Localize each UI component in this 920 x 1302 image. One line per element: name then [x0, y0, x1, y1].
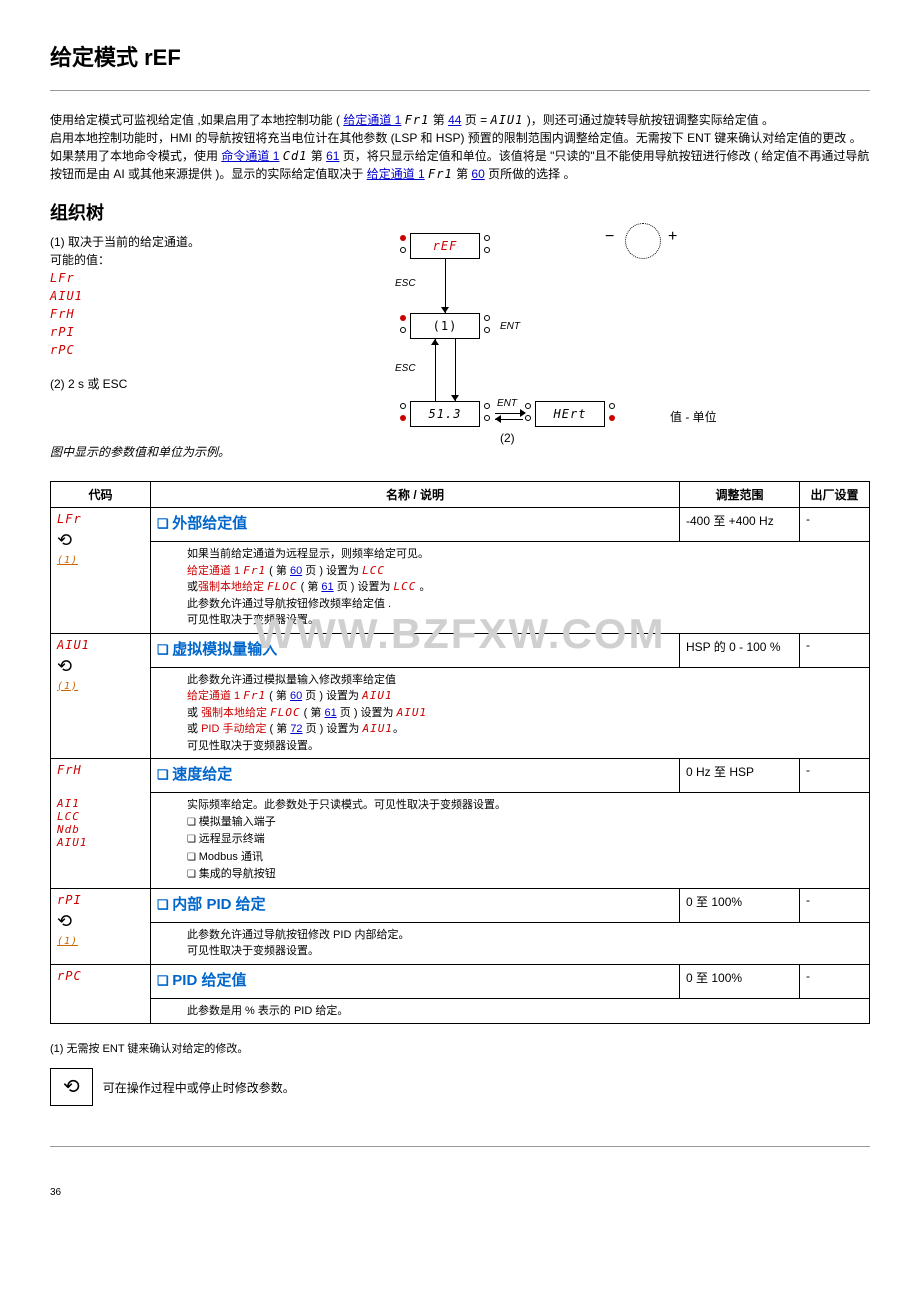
desc-cell: 如果当前给定通道为远程显示，则频率给定可见。给定通道 1 Fr1 ( 第 60 … [151, 542, 870, 634]
text: 第 [311, 149, 326, 163]
param-name-cell: 外部给定值 [151, 508, 680, 542]
link-ref-channel1b[interactable]: 给定通道 1 [367, 167, 425, 181]
code-cell: LFr⟲(1) [51, 508, 151, 634]
code-cell: FrHAI1LCCNdbAIU1 [51, 759, 151, 889]
th-code: 代码 [51, 482, 151, 508]
code-frh: FrH [50, 305, 310, 323]
dial-plus: + [668, 228, 677, 246]
note-line-3: (2) 2 s 或 ESC [50, 375, 310, 393]
note-line-1: (1) 取决于当前的给定通道。 [50, 233, 310, 251]
factory-cell: - [800, 633, 870, 667]
param-name-cell: 内部 PID 给定 [151, 888, 680, 922]
code-segment: Fr1 [405, 113, 430, 127]
text: )，则还可通过旋转导航按钮调整实际给定值 。 [527, 113, 774, 127]
link-page-61[interactable]: 61 [326, 149, 339, 163]
desc-cell: 此参数允许通过导航按钮修改 PID 内部给定。可见性取决于变频器设置。 [151, 922, 870, 964]
note-line-2: 可能的值： [50, 251, 310, 269]
code-cell: rPI⟲(1) [51, 888, 151, 964]
ent-label-2: ENT [497, 398, 517, 409]
code-segment: Fr1 [428, 167, 453, 181]
code-rpc: rPC [50, 341, 310, 359]
esc-label-2: ESC [395, 363, 416, 374]
bottom-divider [50, 1146, 870, 1147]
factory-cell: - [800, 508, 870, 542]
dial-minus: − [605, 228, 614, 246]
diag-box-value: 51.3 [410, 401, 480, 427]
text: 使用给定模式可监视给定值 ,如果启用了本地控制功能 ( [50, 113, 343, 127]
code-segment: Cd1 [283, 149, 308, 163]
factory-cell: - [800, 888, 870, 922]
param-name-cell: PID 给定值 [151, 964, 680, 998]
text: 启用本地控制功能时，HMI 的导航按钮将充当电位计在其他参数 (LSP 和 HS… [50, 131, 862, 145]
tree-note: 图中显示的参数值和单位为示例。 [50, 443, 310, 461]
th-name: 名称 / 说明 [151, 482, 680, 508]
factory-cell: - [800, 759, 870, 793]
box-unit-label: HErt [554, 407, 587, 421]
tree-left-column: (1) 取决于当前的给定通道。 可能的值： LFr AIU1 FrH rPI r… [50, 233, 310, 461]
th-range: 调整范围 [680, 482, 800, 508]
text: 如果禁用了本地命令模式，使用 [50, 149, 218, 163]
link-page-44[interactable]: 44 [448, 113, 461, 127]
code-aiu1: AIU1 [50, 287, 310, 305]
diagram: rEF − + ESC (1) ENT ESC 51.3 [350, 233, 870, 453]
range-cell: 0 Hz 至 HSP [680, 759, 800, 793]
desc-cell: 此参数是用 % 表示的 PID 给定。 [151, 998, 870, 1024]
range-cell: HSP 的 0 - 100 % [680, 633, 800, 667]
param-name-cell: 速度给定 [151, 759, 680, 793]
text: 页所做的选择 。 [488, 167, 575, 181]
text: 第 [456, 167, 471, 181]
diag-box-1: (1) [410, 313, 480, 339]
box-ref-label: rEF [433, 239, 458, 253]
paren-2: (2) [500, 431, 515, 445]
range-cell: 0 至 100% [680, 964, 800, 998]
param-name-cell: 虚拟模拟量输入 [151, 633, 680, 667]
param-table: 代码 名称 / 说明 调整范围 出厂设置 LFr⟲(1)外部给定值-400 至 … [50, 481, 870, 1024]
code-lfr: LFr [50, 269, 310, 287]
tree-area: (1) 取决于当前的给定通道。 可能的值： LFr AIU1 FrH rPI r… [50, 233, 870, 461]
th-factory: 出厂设置 [800, 482, 870, 508]
code-cell: rPC [51, 964, 151, 1024]
range-cell: 0 至 100% [680, 888, 800, 922]
link-ref-channel1[interactable]: 给定通道 1 [343, 113, 401, 127]
code-segment: AIU1 [490, 113, 523, 127]
value-unit-label: 值 - 单位 [670, 408, 717, 425]
range-cell: -400 至 +400 Hz [680, 508, 800, 542]
ent-label-1: ENT [500, 321, 520, 332]
box-value-label: 51.3 [429, 407, 462, 421]
link-cmd-channel1[interactable]: 命令通道 1 [221, 149, 279, 163]
diag-box-ref: rEF [410, 233, 480, 259]
esc-label-1: ESC [395, 278, 416, 289]
desc-cell: 实际频率给定。此参数处于只读模式。可见性取决于变频器设置。模拟量输入端子远程显示… [151, 793, 870, 889]
footnote: (1) 无需按 ENT 键来确认对给定的修改。 [50, 1040, 870, 1056]
legend-row: ⟲ 可在操作过程中或停止时修改参数。 [50, 1068, 870, 1106]
legend-text: 可在操作过程中或停止时修改参数。 [103, 1079, 295, 1096]
box-1-label: (1) [433, 319, 458, 333]
code-cell: AIU1⟲(1) [51, 633, 151, 759]
legend-icon: ⟲ [50, 1068, 93, 1106]
factory-cell: - [800, 964, 870, 998]
page-number: 36 [50, 1187, 870, 1198]
divider [50, 90, 870, 91]
diag-box-unit: HErt [535, 401, 605, 427]
code-rpi: rPI [50, 323, 310, 341]
intro-paragraph: 使用给定模式可监视给定值 ,如果启用了本地控制功能 ( 给定通道 1 Fr1 第… [50, 111, 870, 183]
link-page-60[interactable]: 60 [471, 167, 484, 181]
desc-cell: 此参数允许通过模拟量输入修改频率给定值给定通道 1 Fr1 ( 第 60 页 )… [151, 667, 870, 759]
org-tree-title: 组织树 [50, 199, 870, 225]
page-title: 给定模式 rEF [50, 40, 870, 72]
dial-icon [625, 223, 661, 259]
text: 页 = [465, 113, 491, 127]
text: 第 [433, 113, 448, 127]
